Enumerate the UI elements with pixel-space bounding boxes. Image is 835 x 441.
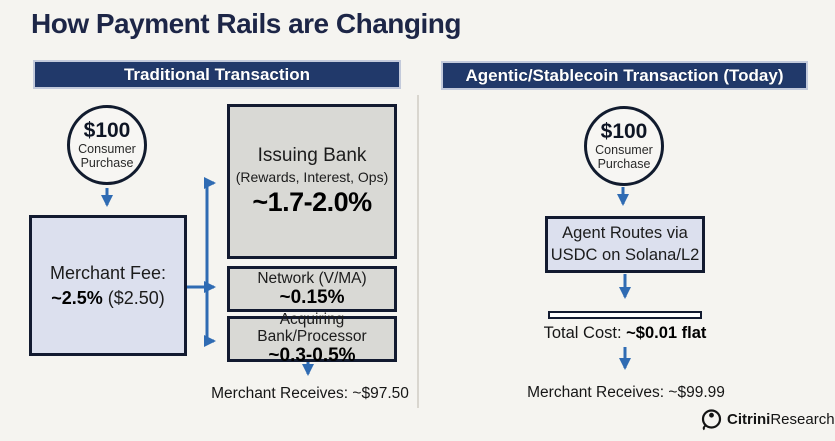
acquiring-bank-title: Acquiring Bank/Processor	[257, 311, 367, 346]
consumer-label-line1: Consumer	[595, 142, 653, 157]
merchant-fee-box: Merchant Fee: ~2.5% ($2.50)	[29, 215, 187, 356]
consumer-label-line2: Purchase	[597, 157, 651, 172]
consumer-purchase-circle-right: $100 Consumer Purchase	[584, 106, 664, 186]
header-traditional-transaction: Traditional Transaction	[33, 60, 401, 89]
agent-routes-line1: Agent Routes via	[562, 224, 688, 243]
consumer-purchase-circle-left: $100 Consumer Purchase	[67, 105, 147, 185]
consumer-label-line1: Consumer	[78, 141, 136, 156]
issuing-bank-subtitle: (Rewards, Interest, Ops)	[235, 169, 389, 185]
network-box: Network (V/MA) ~0.15%	[227, 266, 397, 312]
consumer-label-line2: Purchase	[80, 156, 134, 171]
header-traditional-label: Traditional Transaction	[123, 64, 311, 84]
brand-logo: CitriniResearch	[699, 407, 835, 431]
acquiring-bank-fee: ~0.3-0.5%	[268, 345, 356, 367]
citrini-logo-icon	[701, 409, 722, 431]
total-cost-line: Total Cost: ~$0.01 flat	[525, 324, 725, 343]
merchant-fee-label: Merchant Fee:	[49, 263, 167, 284]
network-title: Network (V/MA)	[257, 269, 367, 287]
acquiring-bank-box: Acquiring Bank/Processor ~0.3-0.5%	[227, 311, 397, 366]
total-cost-value: ~$0.01 flat	[626, 324, 707, 342]
header-agentic-label: Agentic/Stablecoin Transaction (Today)	[465, 65, 784, 85]
total-cost-label: Total Cost:	[543, 324, 627, 342]
panel-divider	[417, 95, 419, 408]
agent-routes-box: Agent Routes via USDC on Solana/L2	[545, 216, 705, 273]
merchant-fee-value: ~2.5% ($2.50)	[51, 287, 165, 308]
consumer-amount: $100	[600, 119, 648, 143]
issuing-bank-title: Issuing Bank	[257, 145, 367, 166]
brand-name: CitriniResearch	[727, 410, 835, 428]
merchant-receives-agentic: Merchant Receives: ~$99.99	[527, 384, 725, 401]
issuing-bank-fee: ~1.7-2.0%	[252, 187, 372, 217]
network-fee: ~0.15%	[279, 286, 345, 308]
page-title: How Payment Rails are Changing	[31, 8, 462, 39]
header-agentic-transaction: Agentic/Stablecoin Transaction (Today)	[441, 61, 808, 90]
issuing-bank-box: Issuing Bank (Rewards, Interest, Ops) ~1…	[227, 104, 397, 259]
consumer-amount: $100	[83, 118, 131, 142]
agent-routes-line2: USDC on Solana/L2	[550, 245, 700, 264]
merchant-receives-traditional: Merchant Receives: ~$97.50	[211, 385, 409, 402]
flat-fee-bar	[548, 311, 702, 319]
